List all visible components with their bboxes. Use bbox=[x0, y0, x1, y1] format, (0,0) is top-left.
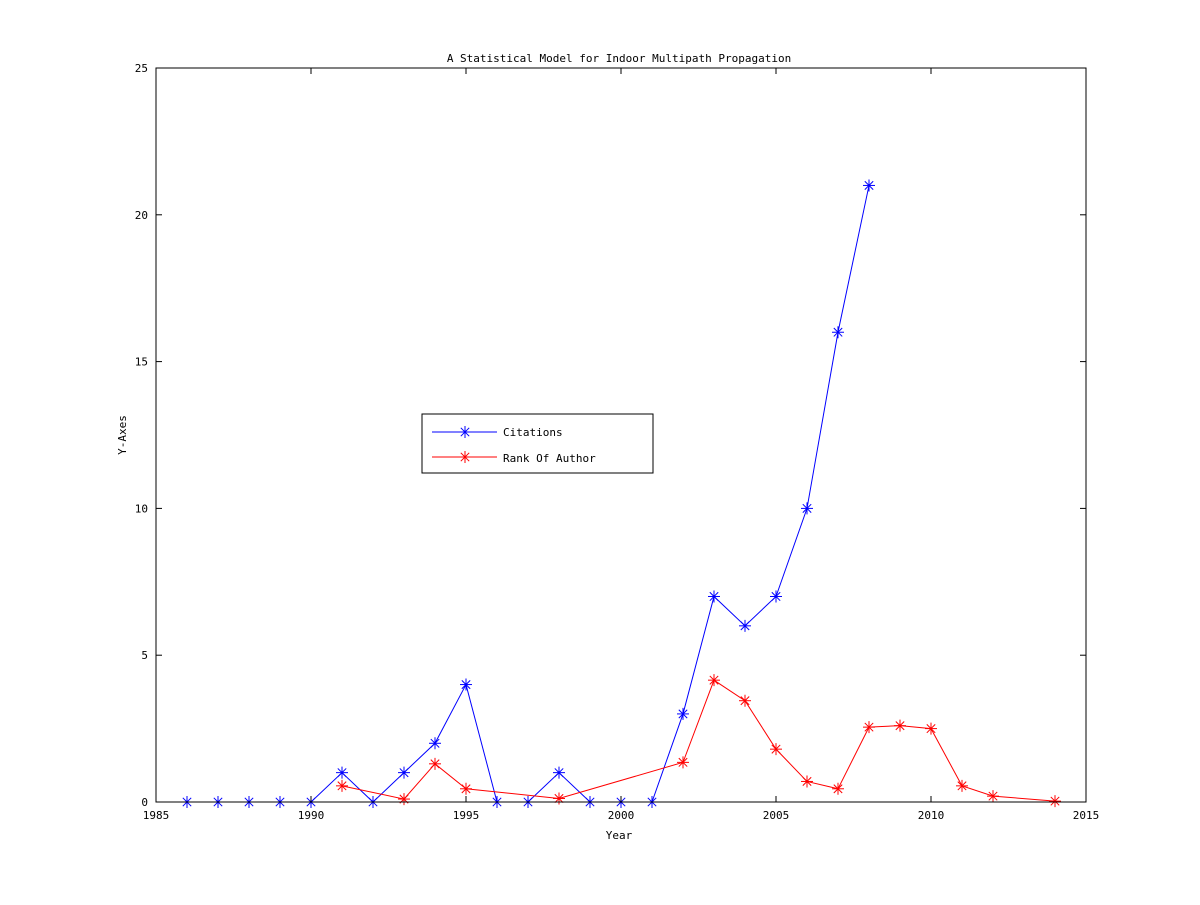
data-point-rank-of-author bbox=[553, 792, 565, 805]
y-tick-label: 25 bbox=[135, 62, 148, 75]
legend-box bbox=[421, 413, 654, 474]
data-point-citations bbox=[429, 737, 441, 750]
x-tick-label: 1995 bbox=[453, 809, 480, 822]
data-point-citations bbox=[398, 766, 410, 779]
data-point-citations bbox=[336, 766, 348, 779]
data-point-rank-of-author bbox=[398, 793, 410, 806]
data-point-citations bbox=[739, 619, 751, 632]
data-point-rank-of-author bbox=[894, 719, 906, 732]
y-tick-label: 0 bbox=[141, 796, 148, 809]
x-tick-label: 2005 bbox=[763, 809, 790, 822]
x-tick-label: 1985 bbox=[143, 809, 170, 822]
data-point-citations bbox=[553, 766, 565, 779]
series-line-citations bbox=[187, 185, 870, 803]
data-point-citations bbox=[708, 590, 720, 603]
x-tick-label: 2010 bbox=[918, 809, 945, 822]
data-point-rank-of-author bbox=[863, 721, 875, 734]
x-axis-label: Year bbox=[606, 829, 633, 842]
chart-title: A Statistical Model for Indoor Multipath… bbox=[447, 52, 791, 65]
x-tick-label: 1990 bbox=[298, 809, 325, 822]
y-tick-label: 15 bbox=[135, 356, 148, 369]
legend-marker-symbol bbox=[459, 426, 471, 438]
legend: Citations Rank Of Author bbox=[421, 413, 654, 474]
data-point-rank-of-author bbox=[956, 779, 968, 792]
data-point-rank-of-author bbox=[677, 756, 689, 769]
legend-marker-citations bbox=[459, 426, 471, 438]
legend-label-citations: Citations bbox=[503, 426, 563, 439]
data-point-rank-of-author bbox=[832, 782, 844, 795]
data-point-rank-of-author bbox=[987, 790, 999, 803]
ticks-layer: 1985 1990 1995 2000 2005 2010 2015 0 5 10 15 20 25 bbox=[135, 62, 1100, 822]
data-point-rank-of-author bbox=[770, 743, 782, 756]
data-point-citations bbox=[801, 502, 813, 515]
data-point-rank-of-author bbox=[925, 722, 937, 735]
data-point-citations bbox=[677, 707, 689, 720]
x-tick-label: 2000 bbox=[608, 809, 635, 822]
data-point-rank-of-author bbox=[429, 757, 441, 770]
y-axis-label: Y-Axes bbox=[116, 415, 129, 455]
y-tick-label: 10 bbox=[135, 502, 148, 515]
legend-marker-rank-of-author bbox=[459, 451, 471, 463]
data-point-rank-of-author bbox=[460, 782, 472, 795]
data-point-citations bbox=[863, 179, 875, 192]
data-point-rank-of-author bbox=[708, 674, 720, 687]
data-point-rank-of-author bbox=[739, 694, 751, 707]
y-tick-label: 5 bbox=[141, 649, 148, 662]
series-layer bbox=[181, 179, 1061, 808]
y-tick-label: 20 bbox=[135, 209, 148, 222]
data-point-citations bbox=[770, 590, 782, 603]
data-point-citations bbox=[832, 326, 844, 339]
data-point-rank-of-author bbox=[336, 779, 348, 792]
data-point-rank-of-author bbox=[1049, 795, 1061, 808]
legend-label-rank-of-author: Rank Of Author bbox=[503, 452, 596, 465]
data-point-rank-of-author bbox=[801, 775, 813, 788]
legend-marker-symbol bbox=[459, 451, 471, 463]
x-tick-label: 2015 bbox=[1073, 809, 1100, 822]
data-point-citations bbox=[460, 678, 472, 691]
series-line-rank-of-author bbox=[341, 679, 1056, 802]
